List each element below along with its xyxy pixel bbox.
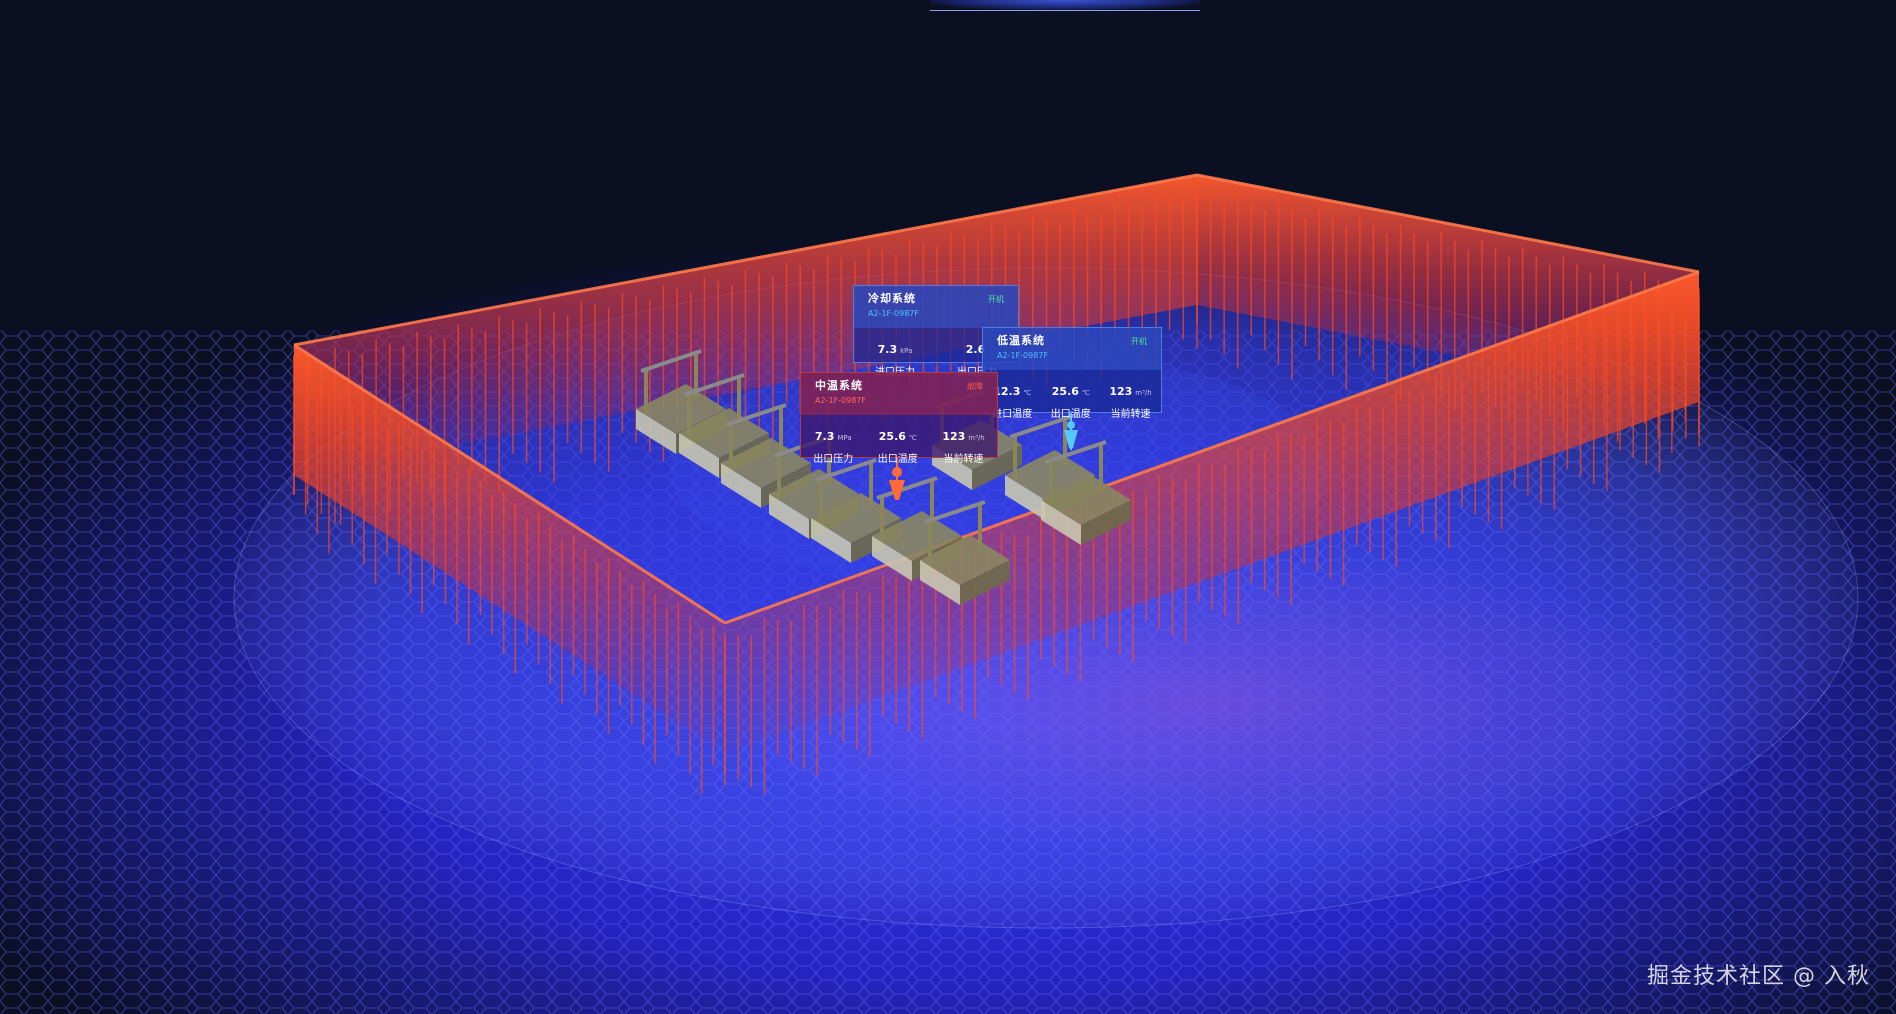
metric: 25.6 ℃ 出口温度 — [877, 430, 918, 465]
wall-front-left — [293, 343, 726, 794]
metric: 123 m³/h 当前转速 — [1109, 385, 1152, 420]
card-title: 冷却系统 — [868, 292, 916, 305]
status-badge: 开机 — [988, 295, 1004, 304]
chiller-unit[interactable] — [920, 500, 1010, 605]
card-code: A2-1F-0987F — [868, 309, 919, 318]
fault-pin-icon[interactable] — [889, 455, 905, 500]
wall-front-right — [724, 270, 1700, 795]
status-badge: 开机 — [1131, 337, 1147, 346]
card-code: A2-1F-0987F — [997, 351, 1048, 360]
card-mid-temp-system[interactable]: 中温系统 A2-1F-0987F 故障 7.3 MPa 出口压力 25.6 ℃ 出口温度… — [800, 372, 998, 465]
watermark: 掘金技术社区 @ 入秋 — [1647, 964, 1870, 989]
metric: 7.3 MPa 出口压力 — [813, 430, 854, 465]
status-badge: 故障 — [967, 382, 983, 391]
card-low-temp-system[interactable]: 低温系统 A2-1F-0987F 开机 12.3 ℃ 进口温度 25.6 ℃ 出口温度 … — [982, 327, 1162, 420]
card-title: 低温系统 — [997, 334, 1045, 347]
chiller-unit[interactable] — [1041, 440, 1131, 545]
normal-pin-icon[interactable] — [1064, 413, 1078, 450]
chiller-unit[interactable] — [769, 434, 859, 539]
metric: 123 m³/h 当前转速 — [942, 430, 985, 465]
card-code: A2-1F-0987F — [815, 396, 866, 405]
metric: 12.3 ℃ 进口温度 — [992, 385, 1033, 420]
top-title-bar — [930, 0, 1200, 11]
card-title: 中温系统 — [815, 379, 863, 392]
metric: 25.6 ℃ 出口温度 — [1050, 385, 1091, 420]
